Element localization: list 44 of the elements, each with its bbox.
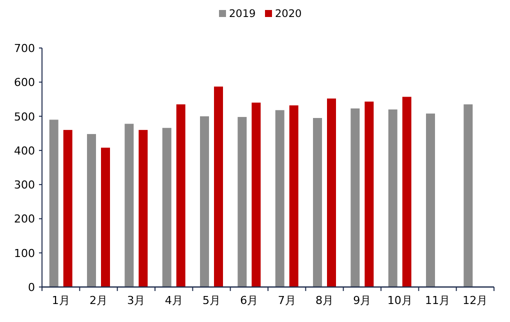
- x-tick-label: 4月: [164, 294, 183, 307]
- y-tick-label: 600: [14, 76, 35, 90]
- x-tick-label: 1月: [52, 294, 70, 307]
- x-tick-label: 3月: [127, 294, 146, 307]
- bar: [252, 102, 261, 287]
- x-tick-label: 10月: [387, 294, 412, 307]
- bar: [388, 109, 398, 287]
- bar: [63, 130, 72, 287]
- bar: [426, 114, 435, 287]
- y-tick-label: 500: [14, 110, 35, 124]
- bar: [364, 102, 374, 287]
- bar: [87, 134, 96, 287]
- bar: [289, 105, 298, 287]
- bar: [238, 116, 247, 287]
- bar: [275, 110, 284, 287]
- x-tick-label: 6月: [240, 294, 258, 307]
- y-tick-label: 0: [28, 281, 35, 294]
- bar: [464, 104, 473, 287]
- y-tick-label: 700: [14, 42, 35, 55]
- bar: [313, 118, 322, 287]
- legend-label: 2019: [229, 8, 256, 20]
- x-tick-label: 11月: [425, 294, 450, 307]
- x-tick-label: 2月: [90, 294, 108, 307]
- y-tick-label: 400: [14, 144, 35, 158]
- y-tick-label: 100: [14, 246, 35, 260]
- bar: [327, 98, 336, 287]
- bar: [101, 148, 110, 287]
- x-tick-label: 7月: [278, 294, 296, 307]
- bar: [162, 128, 172, 287]
- x-tick-label: 5月: [202, 294, 220, 307]
- x-tick-label: 12月: [462, 294, 488, 307]
- bar: [350, 108, 360, 287]
- bar: [200, 116, 209, 287]
- bar: [124, 124, 134, 287]
- bar: [138, 130, 148, 287]
- y-tick-label: 300: [14, 178, 35, 192]
- bar: [214, 86, 223, 287]
- bar: [402, 96, 412, 287]
- legend-label: 2020: [275, 8, 302, 20]
- bar: [176, 104, 186, 287]
- x-tick-label: 9月: [353, 294, 372, 307]
- y-tick-label: 200: [14, 212, 35, 226]
- bar: [49, 120, 58, 287]
- x-tick-label: 8月: [316, 294, 334, 307]
